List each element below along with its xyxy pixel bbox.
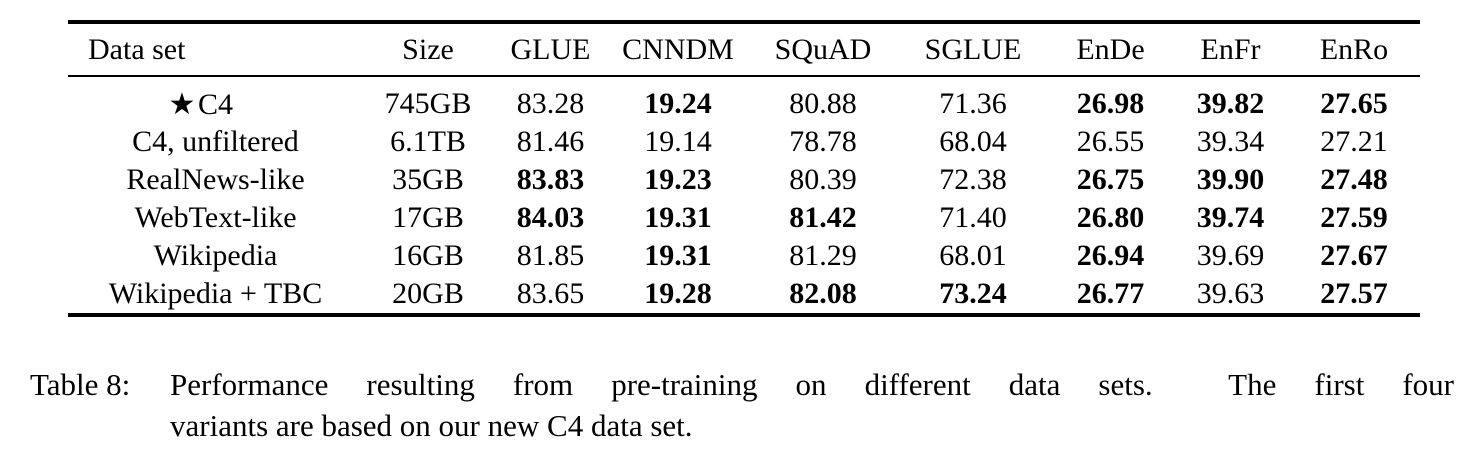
column-header-glue: GLUE	[493, 22, 608, 77]
table-row: Wikipedia + TBC 20GB 83.65 19.28 82.08 73.24 2…	[68, 275, 1420, 315]
metric-cell: 39.90	[1196, 163, 1265, 196]
metric-cell: 81.85	[516, 239, 585, 272]
metric-cell: 19.24	[644, 87, 712, 120]
metric-cell: 80.88	[789, 87, 857, 120]
dataset-name-cell: RealNews-like	[126, 163, 305, 196]
results-table: Data set Size GLUE CNNDM SQuAD SGLUE EnD…	[68, 20, 1420, 317]
metric-cell: 71.36	[939, 87, 1007, 120]
metric-cell: 71.40	[939, 201, 1007, 234]
metric-cell: 39.82	[1196, 87, 1265, 120]
metric-cell: 27.57	[1320, 277, 1388, 310]
metric-cell: 27.67	[1320, 239, 1388, 272]
metric-cell: 81.42	[789, 201, 857, 234]
column-header-size: Size	[363, 22, 493, 77]
metric-cell: 78.78	[789, 125, 857, 158]
metric-cell: 39.69	[1196, 239, 1265, 272]
metric-cell: 83.83	[516, 163, 585, 196]
table-body: ★C4 745GB 83.28 19.24 80.88 71.36 26.98 39.82 27…	[68, 76, 1420, 315]
dataset-name-cell: ★C4	[68, 76, 363, 123]
metric-cell: 26.80	[1076, 201, 1145, 234]
metric-cell: 68.04	[939, 125, 1007, 158]
table-row: Wikipedia 16GB 81.85 19.31 81.29 68.01 26.94 39…	[68, 237, 1420, 275]
metric-cell: 26.55	[1076, 125, 1145, 158]
caption-label: Table 8:	[30, 367, 131, 402]
metric-cell: 73.24	[939, 277, 1007, 310]
column-header-dataset: Data set	[68, 22, 363, 77]
metric-cell: 19.23	[644, 163, 712, 196]
caption-line-1: Performance resulting from pre-training …	[170, 367, 1454, 402]
metric-cell: 27.48	[1320, 163, 1388, 196]
metric-cell: 68.01	[939, 239, 1007, 272]
metric-cell: 6.1TB	[390, 125, 466, 158]
table-row: WebText-like 17GB 84.03 19.31 81.42 71.40 26.8…	[68, 199, 1420, 237]
metric-cell: 27.21	[1320, 125, 1388, 158]
metric-cell: 27.65	[1320, 87, 1388, 120]
metric-cell: 80.39	[789, 163, 857, 196]
metric-cell: 19.31	[644, 201, 712, 234]
metric-cell: 745GB	[384, 87, 472, 120]
metric-cell: 39.74	[1196, 201, 1265, 234]
metric-cell: 19.28	[644, 277, 712, 310]
metric-cell: 27.59	[1320, 201, 1388, 234]
metric-cell: 81.29	[789, 239, 857, 272]
column-header-sglue: SGLUE	[898, 22, 1048, 77]
column-header-cnndm: CNNDM	[608, 22, 748, 77]
metric-cell: 26.77	[1076, 277, 1145, 310]
metric-cell: 82.08	[789, 277, 857, 310]
column-header-ende: EnDe	[1048, 22, 1173, 77]
metric-cell: 26.94	[1076, 239, 1145, 272]
metric-cell: 16GB	[392, 239, 464, 272]
dataset-name-cell: Wikipedia	[153, 239, 278, 272]
table-row: C4, unfiltered 6.1TB 81.46 19.14 78.78 68.04 2…	[68, 123, 1420, 161]
metric-cell: 83.28	[516, 87, 585, 120]
caption-body: Performance resulting from pre-training …	[170, 364, 1454, 446]
column-header-squad: SQuAD	[748, 22, 898, 77]
metric-cell: 83.65	[516, 277, 585, 310]
table-row: ★C4 745GB 83.28 19.24 80.88 71.36 26.98 39.82 27…	[68, 76, 1420, 123]
metric-cell: 39.34	[1196, 125, 1265, 158]
header-row: Data set Size GLUE CNNDM SQuAD SGLUE EnD…	[68, 22, 1420, 77]
results-table-container: Data set Size GLUE CNNDM SQuAD SGLUE EnD…	[68, 20, 1420, 317]
metric-cell: 81.46	[516, 125, 585, 158]
table-header: Data set Size GLUE CNNDM SQuAD SGLUE EnD…	[68, 22, 1420, 77]
metric-cell: 35GB	[392, 163, 464, 196]
column-header-enfr: EnFr	[1173, 22, 1288, 77]
caption-line-2: variants are based on our new C4 data se…	[170, 408, 693, 443]
metric-cell: 19.31	[644, 239, 712, 272]
table-row: RealNews-like 35GB 83.83 19.23 80.39 72.38 26.…	[68, 161, 1420, 199]
metric-cell: 19.14	[644, 125, 712, 158]
column-header-enro: EnRo	[1288, 22, 1420, 77]
metric-cell: 26.75	[1076, 163, 1145, 196]
metric-cell: 72.38	[939, 163, 1007, 196]
metric-cell: 39.63	[1196, 277, 1265, 310]
metric-cell: 20GB	[392, 277, 464, 310]
dataset-name-cell: WebText-like	[134, 201, 297, 234]
metric-cell: 17GB	[392, 201, 464, 234]
dataset-name-cell: C4, unfiltered	[132, 125, 299, 158]
metric-cell: 84.03	[516, 201, 585, 234]
dataset-name-cell: Wikipedia + TBC	[108, 277, 323, 310]
star-icon: ★	[168, 87, 196, 121]
table-caption: Table 8: Performance resulting from pre-…	[30, 364, 1454, 446]
metric-cell: 26.98	[1076, 87, 1145, 120]
